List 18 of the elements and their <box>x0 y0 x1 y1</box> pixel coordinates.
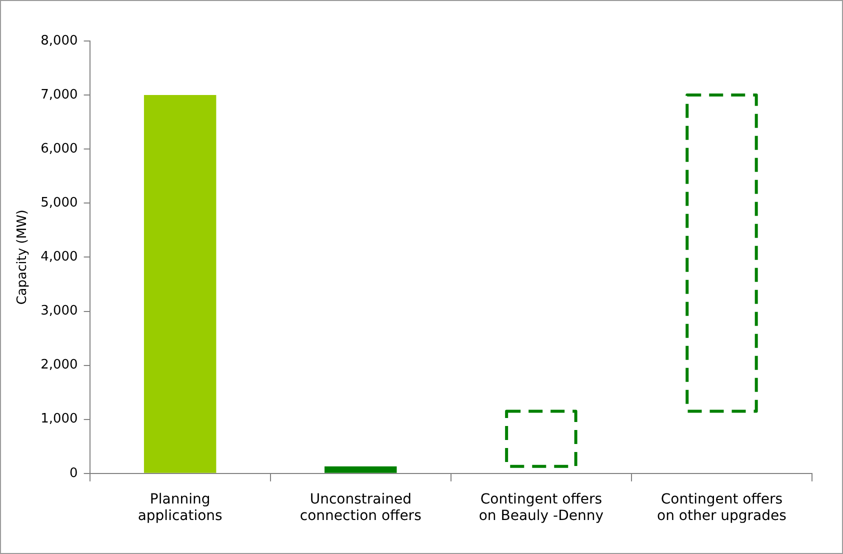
x-tick-label: Planning applications <box>138 491 222 524</box>
y-tick-label: 8,000 <box>40 33 78 48</box>
y-tick-label: 1,000 <box>40 412 78 427</box>
x-tick-label: Unconstrained connection offers <box>300 491 422 524</box>
y-tick-label: 6,000 <box>40 141 78 156</box>
bar <box>144 95 216 473</box>
bar <box>324 466 397 473</box>
y-tick-label: 4,000 <box>40 250 78 265</box>
y-tick-label: 2,000 <box>40 358 78 373</box>
y-tick-label: 3,000 <box>40 304 78 319</box>
y-tick-label: 7,000 <box>40 87 78 102</box>
x-tick-label: Contingent offers on Beauly -Denny <box>478 491 604 524</box>
y-tick-label: 5,000 <box>40 196 78 211</box>
bar <box>686 94 758 413</box>
bar <box>505 410 578 468</box>
y-axis-title: Capacity (MW) <box>15 210 30 305</box>
y-tick-label: 0 <box>70 466 78 481</box>
x-tick-label: Contingent offers on other upgrades <box>657 491 786 524</box>
